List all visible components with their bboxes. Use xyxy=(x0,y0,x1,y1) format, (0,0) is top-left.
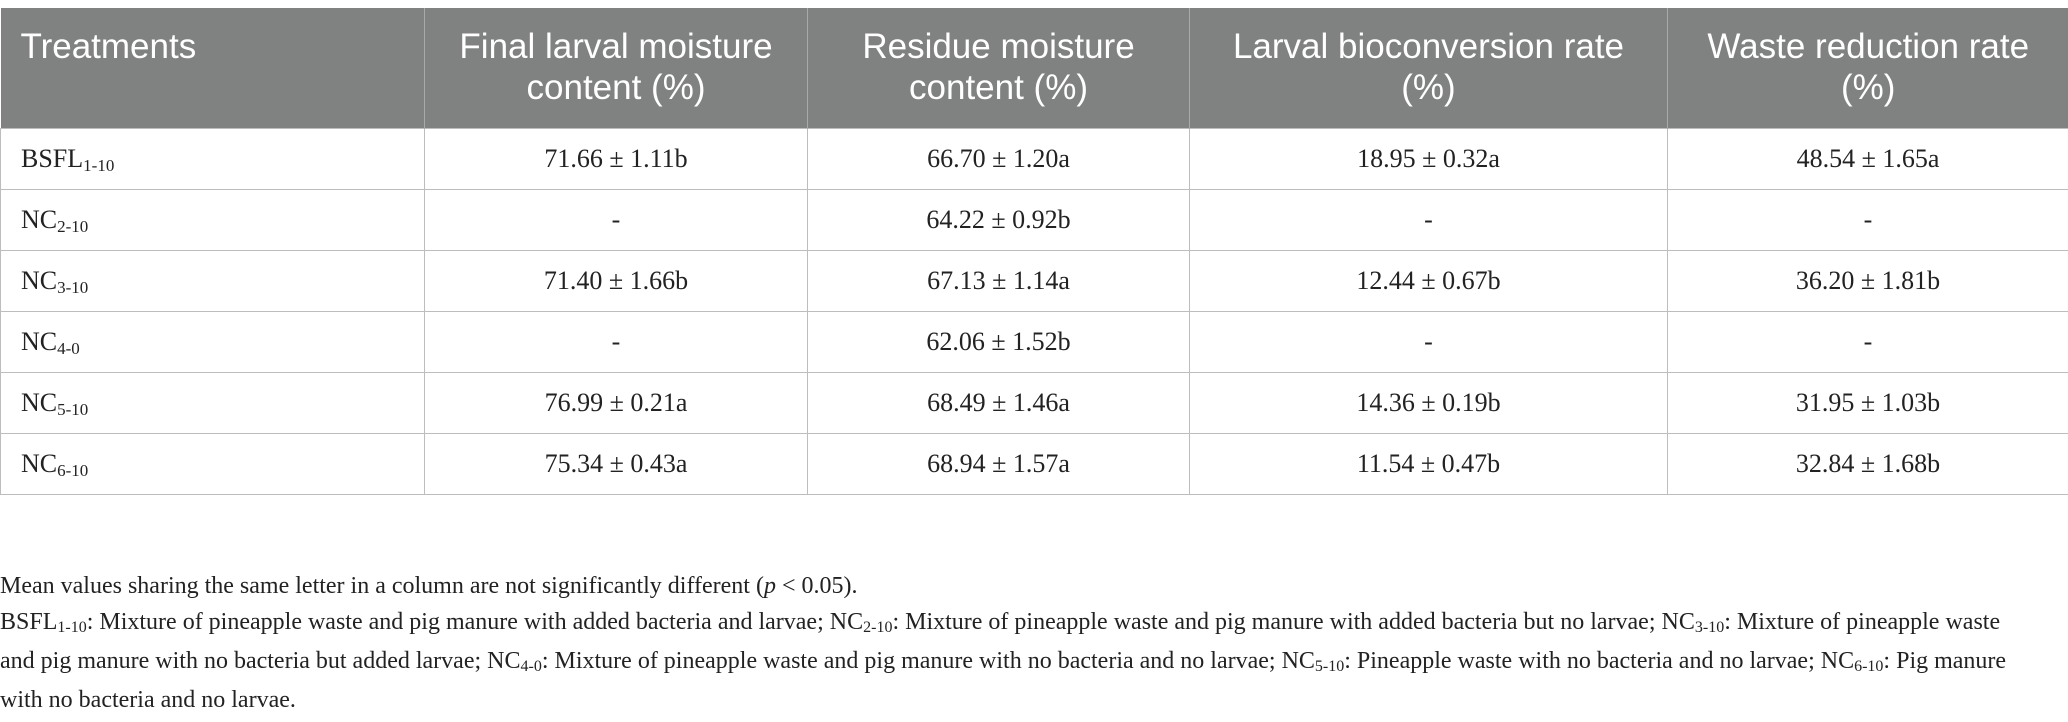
header-treatments: Treatments xyxy=(0,8,425,128)
bioconversion-cell: - xyxy=(1189,189,1668,251)
waste-reduction-cell: 48.54 ± 1.65a xyxy=(1667,127,2068,190)
header-residue-moisture: Residue moisture content (%) xyxy=(807,8,1190,128)
table-footnotes: Mean values sharing the same letter in a… xyxy=(0,568,2040,718)
waste-reduction-cell: 36.20 ± 1.81b xyxy=(1667,250,2068,312)
final-moisture-cell: 76.99 ± 0.21a xyxy=(424,372,808,434)
residue-moisture-cell: 67.13 ± 1.14a xyxy=(807,250,1190,312)
residue-moisture-cell: 66.70 ± 1.20a xyxy=(807,127,1190,190)
legend-label: NC xyxy=(829,609,864,635)
final-moisture-cell: - xyxy=(424,311,808,373)
residue-moisture-cell: 68.49 ± 1.46a xyxy=(807,372,1190,434)
bioconversion-cell: 18.95 ± 0.32a xyxy=(1189,127,1668,190)
final-moisture-cell: 71.40 ± 1.66b xyxy=(424,250,808,312)
final-moisture-cell: - xyxy=(424,189,808,251)
table-row: NC4-0 - 62.06 ± 1.52b - - xyxy=(0,311,2068,373)
table-row: BSFL1-10 71.66 ± 1.11b 66.70 ± 1.20a 18.… xyxy=(0,127,2068,190)
bioconversion-cell: 12.44 ± 0.67b xyxy=(1189,250,1668,312)
table-container: Treatments Final larval moisture content… xyxy=(0,8,2068,495)
treatment-cell: NC2-10 xyxy=(0,189,425,251)
table-row: NC3-10 71.40 ± 1.66b 67.13 ± 1.14a 12.44… xyxy=(0,250,2068,312)
final-moisture-cell: 75.34 ± 0.43a xyxy=(424,433,808,495)
results-table: Treatments Final larval moisture content… xyxy=(0,8,2068,495)
treatment-cell: NC5-10 xyxy=(0,372,425,434)
header-final-larval-moisture: Final larval moisture content (%) xyxy=(424,8,808,128)
bioconversion-cell: - xyxy=(1189,311,1668,373)
treatment-cell: NC6-10 xyxy=(0,433,425,495)
legend-label: NC xyxy=(1820,648,1855,674)
legend-label: NC xyxy=(1661,609,1695,635)
treatment-cell: BSFL1-10 xyxy=(0,127,425,190)
residue-moisture-cell: 68.94 ± 1.57a xyxy=(807,433,1190,495)
table-row: NC5-10 76.99 ± 0.21a 68.49 ± 1.46a 14.36… xyxy=(0,372,2068,434)
waste-reduction-cell: 31.95 ± 1.03b xyxy=(1667,372,2068,434)
p-symbol: p xyxy=(763,573,776,599)
significance-note: Mean values sharing the same letter in a… xyxy=(0,573,858,599)
bioconversion-cell: 14.36 ± 0.19b xyxy=(1189,372,1668,434)
treatment-cell: NC4-0 xyxy=(0,311,425,373)
final-moisture-cell: 71.66 ± 1.11b xyxy=(424,127,808,190)
treatment-cell: NC3-10 xyxy=(0,250,425,312)
table-row: NC6-10 75.34 ± 0.43a 68.94 ± 1.57a 11.54… xyxy=(0,433,2068,495)
legend-label: BSFL xyxy=(0,609,58,635)
header-waste-reduction-rate: Waste reduction rate (%) xyxy=(1667,8,2068,128)
bioconversion-cell: 11.54 ± 0.47b xyxy=(1189,433,1668,495)
legend-label: NC xyxy=(1281,648,1315,674)
table-row: NC2-10 - 64.22 ± 0.92b - - xyxy=(0,189,2068,251)
header-bioconversion-rate: Larval bioconversion rate (%) xyxy=(1189,8,1668,128)
header-row: Treatments Final larval moisture content… xyxy=(0,8,2068,128)
abbreviation-legend: BSFL1-10: Mixture of pineapple waste and… xyxy=(0,609,2007,713)
residue-moisture-cell: 62.06 ± 1.52b xyxy=(807,311,1190,373)
waste-reduction-cell: - xyxy=(1667,189,2068,251)
legend-label: NC xyxy=(487,648,521,674)
waste-reduction-cell: 32.84 ± 1.68b xyxy=(1667,433,2068,495)
waste-reduction-cell: - xyxy=(1667,311,2068,373)
residue-moisture-cell: 64.22 ± 0.92b xyxy=(807,189,1190,251)
